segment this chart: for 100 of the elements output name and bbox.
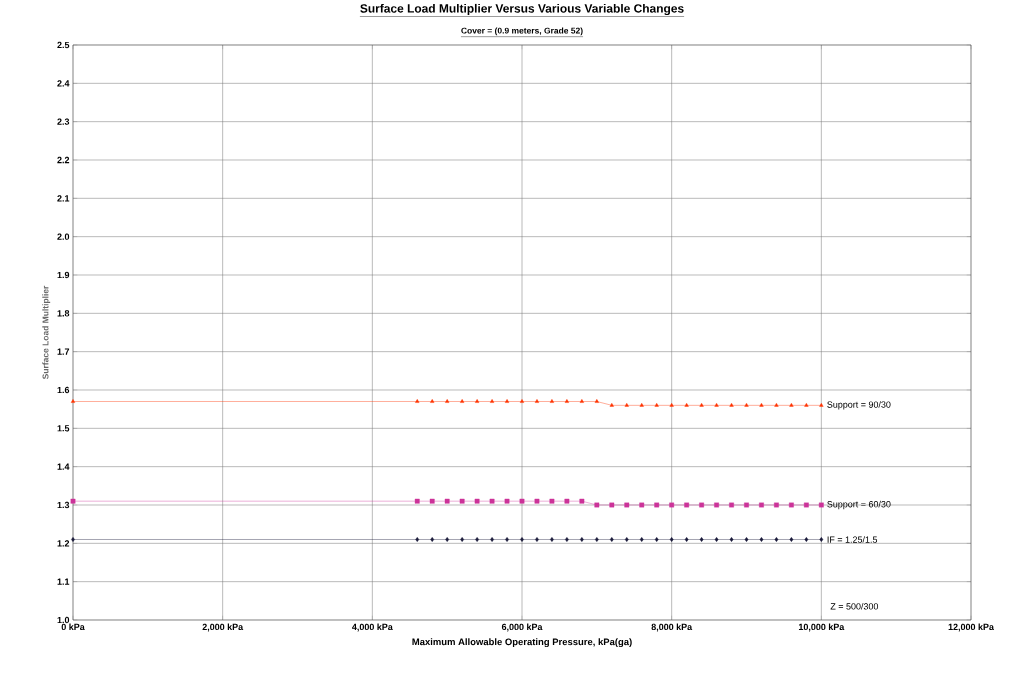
point xyxy=(474,498,480,504)
y-tick-label: 1.1 xyxy=(57,578,70,585)
point xyxy=(639,402,644,407)
point xyxy=(415,537,420,542)
point xyxy=(774,502,779,508)
point xyxy=(714,402,719,407)
point xyxy=(804,537,809,542)
point xyxy=(684,402,689,407)
point xyxy=(490,537,494,542)
point xyxy=(549,498,555,504)
point xyxy=(804,402,809,407)
point xyxy=(774,402,779,407)
point xyxy=(818,502,824,508)
point xyxy=(624,502,630,508)
x-tick-label: 4,000 kPa xyxy=(352,623,393,632)
point xyxy=(445,399,450,403)
series-label: Support = 90/30 xyxy=(827,401,891,410)
y-tick-label: 1.2 xyxy=(57,540,70,547)
y-tick-label: 2.1 xyxy=(57,195,70,202)
point xyxy=(459,498,465,504)
point xyxy=(504,399,510,403)
point xyxy=(609,537,614,542)
annotation: Z = 500/300 xyxy=(830,603,879,610)
point xyxy=(669,537,674,542)
x-tick-label: 8,000 kPa xyxy=(651,623,693,632)
point xyxy=(789,402,794,407)
y-tick-label: 1.5 xyxy=(57,425,70,432)
y-tick-label: 1.0 xyxy=(57,616,70,624)
point xyxy=(729,502,734,508)
point xyxy=(744,402,749,407)
point xyxy=(489,498,495,504)
point xyxy=(774,537,779,542)
point xyxy=(519,399,525,403)
point xyxy=(489,399,495,403)
point xyxy=(549,399,555,403)
point xyxy=(445,537,450,542)
point xyxy=(684,502,690,508)
y-tick-label: 2.5 xyxy=(57,41,70,49)
point xyxy=(594,399,599,403)
y-tick-label: 1.7 xyxy=(57,348,70,355)
y-tick-label: 2.2 xyxy=(57,156,70,164)
point xyxy=(70,399,76,403)
point xyxy=(580,537,584,542)
point xyxy=(429,498,435,504)
y-tick-label: 1.8 xyxy=(57,310,70,317)
point xyxy=(744,502,749,508)
series-label: IF = 1.25/1.5 xyxy=(827,536,878,543)
point xyxy=(699,537,704,542)
point xyxy=(579,498,585,504)
x-tick-label: 2,000 kPa xyxy=(202,623,244,632)
point xyxy=(624,402,629,407)
y-tick-label: 2.3 xyxy=(57,118,70,125)
point xyxy=(759,402,764,407)
point xyxy=(535,537,539,542)
point xyxy=(579,399,584,403)
point xyxy=(669,502,675,508)
point xyxy=(684,537,689,542)
point xyxy=(744,537,749,542)
point xyxy=(803,502,809,508)
point xyxy=(654,402,659,407)
chart-subtitle: Cover = (0.9 meters, Grade 52) xyxy=(461,27,583,36)
point xyxy=(534,399,540,403)
point xyxy=(504,498,510,504)
point xyxy=(654,537,659,542)
y-tick-label: 1.6 xyxy=(57,386,70,394)
point xyxy=(759,537,764,542)
point xyxy=(520,537,524,542)
x-axis-title: Maximum Allowable Operating Pressure, kPa(ga) xyxy=(412,638,632,648)
chart-title: Surface Load Multiplier Versus Various Variable Changes xyxy=(360,3,684,16)
point xyxy=(654,502,660,508)
point xyxy=(609,402,614,407)
point xyxy=(565,537,569,542)
point xyxy=(624,537,629,542)
point xyxy=(819,402,824,407)
x-tick-label: 10,000 kPa xyxy=(798,623,845,632)
point xyxy=(564,498,570,504)
point xyxy=(819,537,824,542)
point xyxy=(699,502,704,508)
point xyxy=(460,537,464,542)
y-tick-label: 1.4 xyxy=(57,463,70,470)
point xyxy=(564,399,569,403)
point xyxy=(70,498,76,504)
point xyxy=(430,399,435,403)
point xyxy=(639,537,644,542)
point xyxy=(414,498,420,504)
x-tick-label: 12,000 kPa xyxy=(948,623,994,632)
point xyxy=(475,537,479,542)
point xyxy=(669,402,674,407)
point xyxy=(729,537,734,542)
point xyxy=(505,537,509,542)
point xyxy=(639,502,645,508)
y-tick-label: 2.4 xyxy=(57,80,70,87)
y-axis-title: Surface Load Multiplier xyxy=(42,285,51,380)
point xyxy=(71,537,75,542)
point xyxy=(609,502,615,508)
point xyxy=(475,399,480,403)
point xyxy=(415,399,420,403)
point xyxy=(714,502,719,508)
point xyxy=(444,498,450,504)
x-tick-label: 6,000 kPa xyxy=(501,623,543,632)
